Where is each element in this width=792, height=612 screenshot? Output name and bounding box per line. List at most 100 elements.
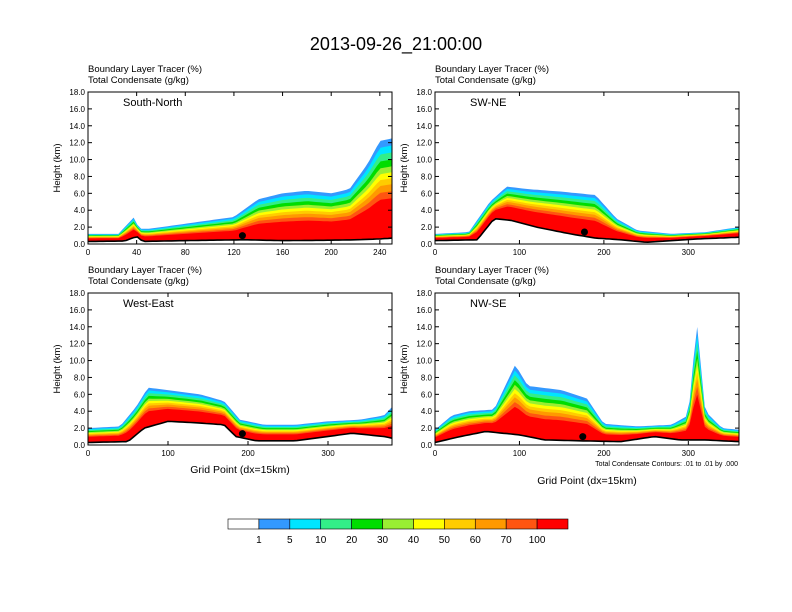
xlabel-right: Grid Point (dx=15km) [537,475,637,487]
xlabel-left: Grid Point (dx=15km) [190,464,290,476]
ytick-label: 4.0 [74,407,86,416]
colorbar-label: 40 [408,535,420,546]
ytick-label: 4.0 [421,206,433,215]
xtick-label: 0 [86,449,91,458]
panels: Boundary Layer Tracer (%)Total Condensat… [52,64,740,458]
location-marker [579,433,587,441]
terrain-line [434,217,740,244]
ytick-label: 4.0 [421,407,433,416]
ytick-label: 18.0 [69,289,85,298]
ytick-label: 14.0 [69,323,85,332]
panel-subtitle-condensate: Total Condensate (g/kg) [435,75,536,86]
panel-4: Boundary Layer Tracer (%)Total Condensat… [399,265,740,458]
colorbar-label: 60 [470,535,482,546]
colorbar-swatch [351,518,383,530]
colorbar-label: 30 [377,535,389,546]
xtick-label: 200 [325,248,339,257]
panel-title: SW-NE [470,97,506,109]
colorbar-swatch [382,518,414,530]
colorbar: 1 5 10 20 30 40 50 60 70 100 [227,518,569,546]
colorbar-label: 10 [315,535,327,546]
colorbar-label: 70 [501,535,513,546]
location-marker [238,232,246,240]
colorbar-label: 5 [287,535,293,546]
colorbar-label: 50 [439,535,451,546]
panel-subtitle-tracer: Boundary Layer Tracer (%) [88,64,202,75]
terrain-fill [435,218,739,244]
panel-subtitle-condensate: Total Condensate (g/kg) [88,276,189,287]
xtick-label: 100 [513,449,527,458]
colorbar-swatch [536,518,569,530]
terrain-fill [88,421,392,445]
colorbar-swatch [505,518,538,530]
xtick-label: 300 [682,248,696,257]
colorbar-swatch [289,518,322,530]
tracer-field [435,327,739,443]
ytick-label: 6.0 [421,390,433,399]
ytick-label: 16.0 [69,105,85,114]
ytick-label: 2.0 [421,223,433,232]
location-marker [238,430,246,438]
ytick-label: 16.0 [69,306,85,315]
xtick-label: 0 [433,248,438,257]
colorbar-swatch [227,518,260,530]
terrain-fill [435,431,739,445]
ylabel: Height (km) [399,143,410,192]
tracer-band-10 [435,206,739,243]
panel-subtitle-condensate: Total Condensate (g/kg) [88,75,189,86]
tracer-band-10 [88,198,392,242]
ylabel: Height (km) [399,344,410,393]
colorbar-label: 100 [529,535,546,546]
panel-subtitle-tracer: Boundary Layer Tracer (%) [88,265,202,276]
ytick-label: 8.0 [74,373,86,382]
ytick-label: 12.0 [69,139,85,148]
ytick-label: 2.0 [421,424,433,433]
plot-frame [434,91,740,245]
xtick-label: 300 [321,449,335,458]
panel-1: Boundary Layer Tracer (%)Total Condensat… [52,64,393,257]
ytick-label: 10.0 [69,156,85,165]
panel-subtitle-tracer: Boundary Layer Tracer (%) [435,64,549,75]
ytick-label: 8.0 [421,172,433,181]
plot-frame [87,91,393,245]
ylabel: Height (km) [52,344,63,393]
terrain-line [87,420,393,444]
ytick-label: 2.0 [74,223,86,232]
xtick-label: 200 [241,449,255,458]
colorbar-swatch [444,518,476,530]
xtick-label: 100 [161,449,175,458]
xtick-label: 300 [682,449,696,458]
ytick-label: 12.0 [416,340,432,349]
panel-3: Boundary Layer Tracer (%)Total Condensat… [52,265,393,458]
ytick-label: 14.0 [69,122,85,131]
terrain-line [434,430,740,444]
xtick-label: 80 [181,248,190,257]
panel-subtitle-tracer: Boundary Layer Tracer (%) [435,265,549,276]
ytick-label: 12.0 [69,340,85,349]
tracer-band-10 [88,408,392,443]
ytick-label: 16.0 [416,105,432,114]
xtick-label: 0 [433,449,438,458]
ytick-label: 2.0 [74,424,86,433]
panel-2: Boundary Layer Tracer (%)Total Condensat… [399,64,740,257]
xtick-label: 160 [276,248,290,257]
ytick-label: 0.0 [421,240,433,249]
ytick-label: 18.0 [69,88,85,97]
ytick-label: 8.0 [74,172,86,181]
colorbar-label: 20 [346,535,358,546]
ytick-label: 18.0 [416,289,432,298]
tracer-field [435,186,739,243]
plot-frame [434,292,740,446]
ylabel: Height (km) [52,143,63,192]
colorbar-swatch [413,518,445,530]
ytick-label: 6.0 [74,390,86,399]
ytick-label: 10.0 [416,357,432,366]
ytick-label: 0.0 [74,441,86,450]
ytick-label: 16.0 [416,306,432,315]
terrain-line [87,236,393,243]
xtick-label: 120 [227,248,241,257]
ytick-label: 14.0 [416,323,432,332]
ytick-label: 18.0 [416,88,432,97]
xtick-label: 40 [132,248,141,257]
